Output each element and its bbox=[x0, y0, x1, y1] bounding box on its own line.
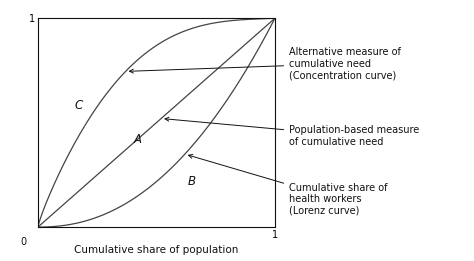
Text: Population-based measure
of cumulative need: Population-based measure of cumulative n… bbox=[165, 117, 419, 147]
Text: C: C bbox=[74, 99, 82, 112]
Text: Alternative measure of
cumulative need
(Concentration curve): Alternative measure of cumulative need (… bbox=[129, 47, 401, 80]
Text: B: B bbox=[188, 175, 196, 188]
Text: A: A bbox=[134, 133, 141, 146]
X-axis label: Cumulative share of population: Cumulative share of population bbox=[74, 245, 238, 256]
Text: 0: 0 bbox=[21, 237, 27, 247]
Text: Cumulative share of
health workers
(Lorenz curve): Cumulative share of health workers (Lore… bbox=[189, 155, 388, 216]
